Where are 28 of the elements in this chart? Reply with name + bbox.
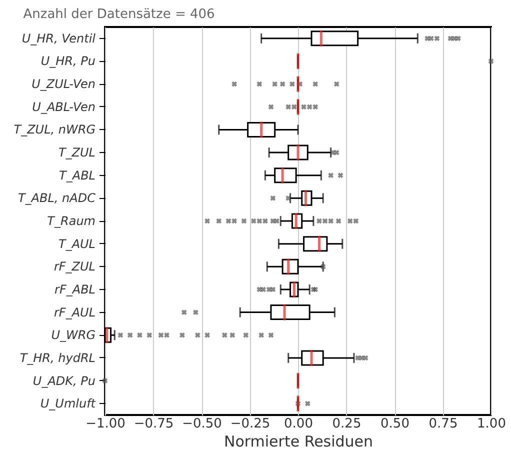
y-tick-label: rF_ZUL <box>54 260 96 274</box>
x-tick-label: −1.00 <box>86 416 126 432</box>
y-tick-label: T_ABL, nADC <box>18 191 96 206</box>
x-tick-label: −0.50 <box>182 416 222 432</box>
y-tick-label: U_Umluft <box>40 396 97 411</box>
y-tick-label: U_ZUL-Ven <box>32 77 96 92</box>
y-tick-label: T_ZUL, nWRG <box>14 122 96 137</box>
y-tick-label: T_AUL <box>58 236 96 251</box>
x-tick-label: 1.00 <box>477 416 506 432</box>
y-tick-label: rF_AUL <box>54 305 96 320</box>
x-tick-label: 0.50 <box>380 416 410 432</box>
y-tick-label: U_HR, Ventil <box>22 31 96 46</box>
x-tick-label: 0.75 <box>428 416 458 432</box>
x-axis-title: Normierte Residuen <box>224 432 374 450</box>
y-tick-label: U_ABL-Ven <box>32 100 96 114</box>
y-tick-label: U_HR, Pu <box>40 54 96 68</box>
y-tick-label: T_ABL <box>59 168 96 182</box>
y-tick-label: T_HR, hydRL <box>20 350 96 365</box>
y-tick-label: T_ZUL <box>58 146 96 160</box>
x-tick-label: 0.00 <box>284 416 313 432</box>
x-tick-label: 0.25 <box>332 416 362 432</box>
x-tick-label: −0.75 <box>134 416 174 432</box>
y-tick-label: U_WRG <box>51 328 96 342</box>
y-tick-label: U_ADK, Pu <box>32 374 96 388</box>
y-tick-label: rF_ABL <box>54 282 96 296</box>
y-tick-label: T_Raum <box>47 214 96 228</box>
x-tick-label: −0.25 <box>230 416 270 432</box>
chart-title: Anzahl der Datensätze = 406 <box>23 7 215 22</box>
